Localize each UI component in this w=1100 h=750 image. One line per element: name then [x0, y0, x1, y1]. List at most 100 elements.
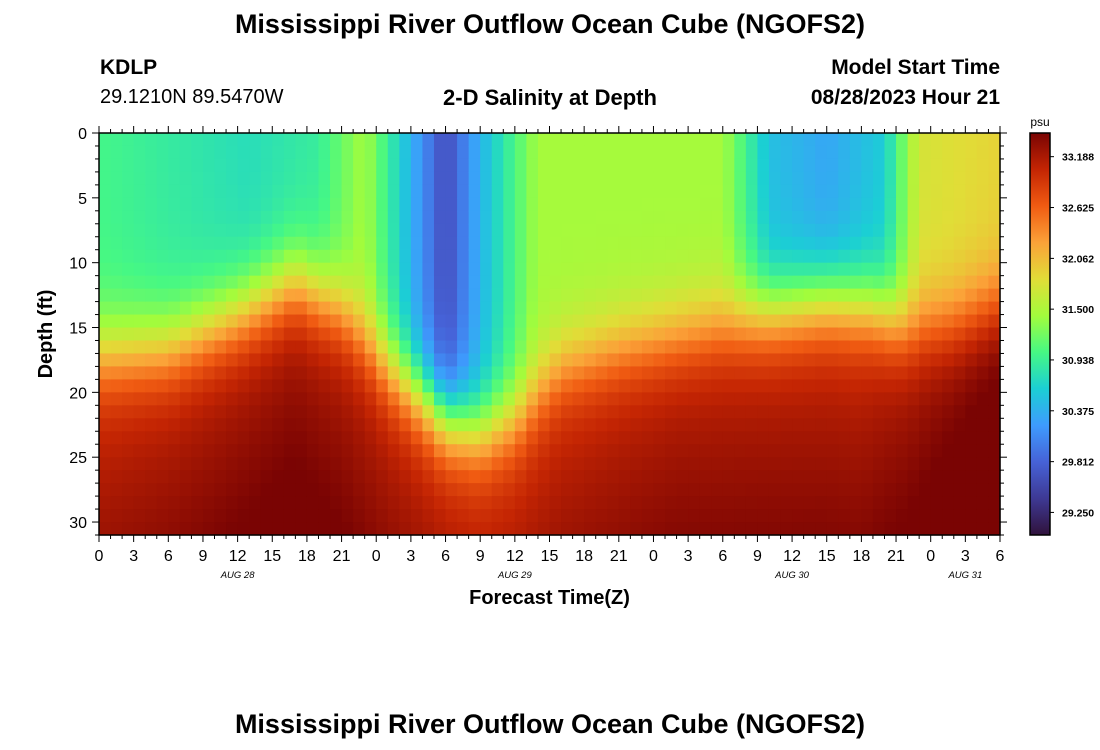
heat-cell [607, 431, 620, 445]
heat-cell [410, 171, 424, 186]
heat-cell [919, 509, 932, 523]
heat-cell [156, 418, 169, 432]
heat-cell [630, 405, 643, 419]
heat-cell [618, 496, 631, 510]
heat-cell [699, 431, 712, 445]
heat-cell [468, 353, 481, 368]
heat-cell [537, 522, 551, 536]
heat-cell [641, 197, 655, 212]
heat-cell [480, 470, 493, 484]
heat-cell [699, 327, 712, 342]
heat-cell [422, 444, 435, 458]
heat-cell [353, 275, 366, 290]
heat-cell [953, 249, 966, 264]
heat-cell [907, 457, 920, 471]
heat-cell [965, 262, 978, 277]
heat-cell [179, 210, 193, 225]
heat-cell [584, 509, 597, 523]
heat-cell [803, 171, 816, 186]
heat-cell [214, 288, 227, 303]
x-tick-label: 6 [441, 548, 450, 565]
heat-cell [133, 418, 146, 432]
heat-cell [976, 145, 990, 160]
heat-cell [306, 223, 320, 238]
heat-cell [399, 288, 412, 303]
heat-cell [711, 522, 724, 536]
heat-cell [445, 457, 458, 471]
heat-cell [896, 379, 909, 393]
heat-cell [734, 158, 747, 173]
heat-cell [422, 158, 435, 173]
heat-cell [399, 314, 412, 329]
heat-cell [757, 496, 770, 510]
heat-cell [780, 223, 793, 238]
heat-cell [410, 353, 424, 368]
heat-cell [491, 444, 504, 458]
heat-cell [237, 483, 250, 497]
heat-cell [688, 223, 701, 238]
heat-cell [341, 223, 354, 238]
heat-cell [595, 379, 608, 393]
heat-cell [249, 197, 262, 212]
heat-cell [433, 405, 447, 419]
heat-cell [561, 457, 574, 471]
heat-cell [306, 353, 320, 368]
heat-cell [768, 223, 782, 238]
heat-cell [930, 184, 943, 199]
heat-cell [919, 431, 932, 445]
heat-cell [145, 327, 158, 342]
heat-cell [896, 366, 909, 380]
heat-cell [491, 314, 504, 329]
heat-cell [364, 405, 377, 419]
heat-cell [318, 249, 331, 264]
heat-cell [457, 171, 470, 186]
heat-cell [364, 288, 377, 303]
heat-cell [295, 470, 308, 484]
heat-cell [237, 379, 250, 393]
heat-cell [722, 496, 735, 510]
heat-cell [306, 133, 320, 147]
heat-cell [110, 379, 123, 393]
heat-cell [595, 288, 608, 303]
heat-cell [884, 158, 897, 173]
heat-cell [295, 392, 308, 406]
heat-cell [283, 392, 296, 406]
heat-cell [780, 275, 793, 290]
heat-cell [618, 288, 631, 303]
heat-cell [156, 262, 169, 277]
heat-cell [99, 171, 112, 186]
heat-cell [872, 418, 886, 432]
heat-cell [457, 392, 470, 406]
heat-cell [826, 249, 839, 264]
heat-cell [422, 249, 435, 264]
heat-cell [780, 457, 793, 471]
heat-cell [364, 301, 377, 316]
heat-cell [237, 288, 250, 303]
heat-cell [457, 327, 470, 342]
heat-cell [815, 158, 828, 173]
heat-cell [503, 236, 516, 251]
heat-cell [341, 340, 354, 355]
heat-cell [99, 405, 112, 419]
heat-cell [988, 145, 1001, 160]
heat-cell [572, 366, 585, 380]
heat-cell [711, 470, 724, 484]
heat-cell [919, 301, 932, 316]
heat-cell [306, 249, 320, 264]
heat-cell [295, 496, 308, 510]
heat-cell [757, 483, 770, 497]
heat-cell [803, 379, 816, 393]
heat-cell [433, 314, 447, 329]
heat-cell [930, 223, 943, 238]
heat-cell [457, 405, 470, 419]
heat-cell [306, 145, 320, 160]
heat-cell [584, 275, 597, 290]
heat-cell [849, 418, 862, 432]
heat-cell [734, 210, 747, 225]
heat-cell [202, 275, 216, 290]
heat-cell [930, 366, 943, 380]
heat-cell [711, 184, 724, 199]
heat-cell [468, 379, 481, 393]
heat-cell [653, 197, 666, 212]
heat-cell [306, 327, 320, 342]
